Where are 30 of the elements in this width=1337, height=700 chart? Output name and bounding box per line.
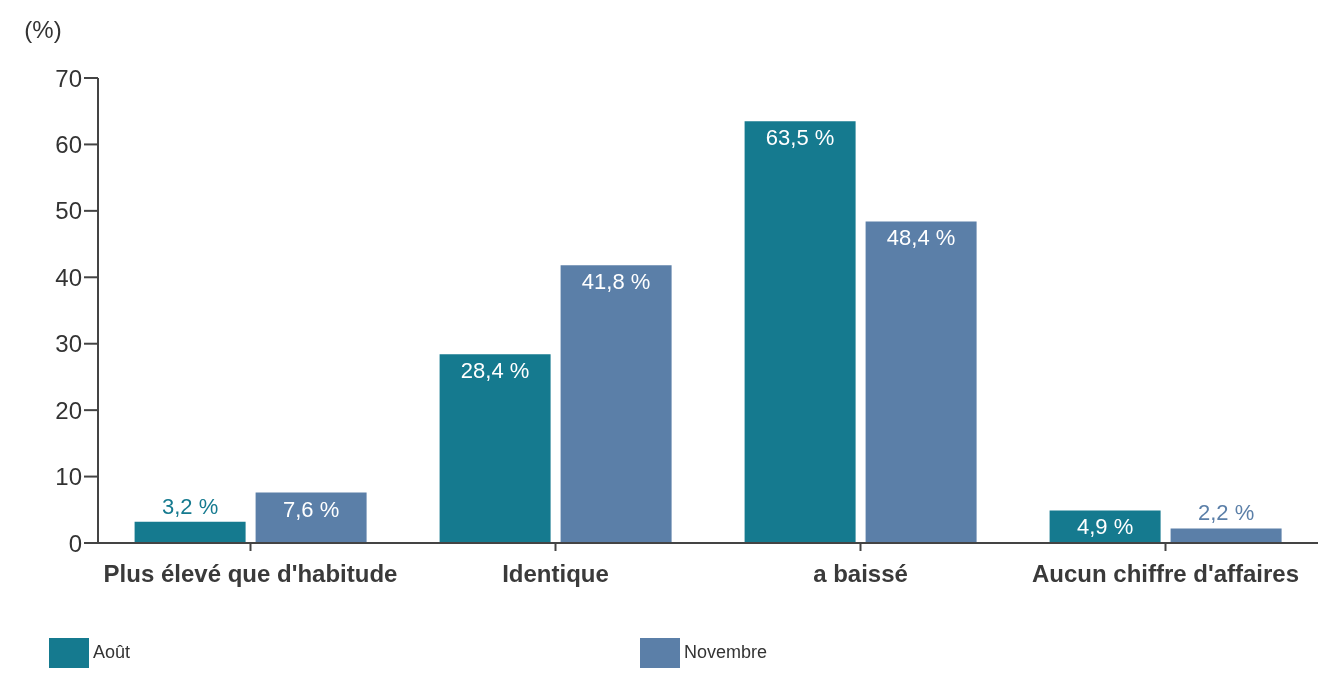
y-tick-label: 30 — [55, 330, 82, 358]
data-label: 28,4 % — [460, 358, 530, 384]
y-tick-label: 20 — [55, 396, 82, 424]
bar — [560, 265, 672, 543]
data-label: 2,2 % — [1197, 500, 1255, 526]
x-tick-label: Aucun chiffre d'affaires — [1031, 560, 1300, 588]
data-label: 41,8 % — [581, 269, 651, 295]
y-tick-label: 0 — [68, 529, 82, 557]
x-tick-label: Plus élevé que d'habitude — [103, 560, 398, 588]
y-tick-label: 50 — [55, 197, 82, 225]
bar — [1170, 528, 1282, 543]
bar — [865, 221, 977, 543]
x-tick-label: a baissé — [813, 560, 908, 588]
y-tick-label: 60 — [55, 130, 82, 158]
bar — [439, 354, 551, 543]
data-label: 48,4 % — [886, 225, 956, 251]
bar — [744, 121, 856, 543]
bar — [255, 492, 367, 543]
y-tick-label: 10 — [55, 463, 82, 491]
legend-label: Août — [92, 641, 130, 662]
bar — [134, 521, 246, 543]
data-label: 4,9 % — [1076, 514, 1134, 540]
data-label: 7,6 % — [282, 496, 340, 522]
data-label: 63,5 % — [765, 125, 835, 151]
legend-label: Novembre — [684, 641, 768, 662]
x-tick-label: Identique — [502, 560, 609, 588]
data-label: 3,2 % — [161, 493, 219, 519]
y-tick-label: 70 — [55, 64, 82, 92]
y-axis-title: (%) — [24, 16, 62, 43]
y-tick-label: 40 — [55, 263, 82, 291]
